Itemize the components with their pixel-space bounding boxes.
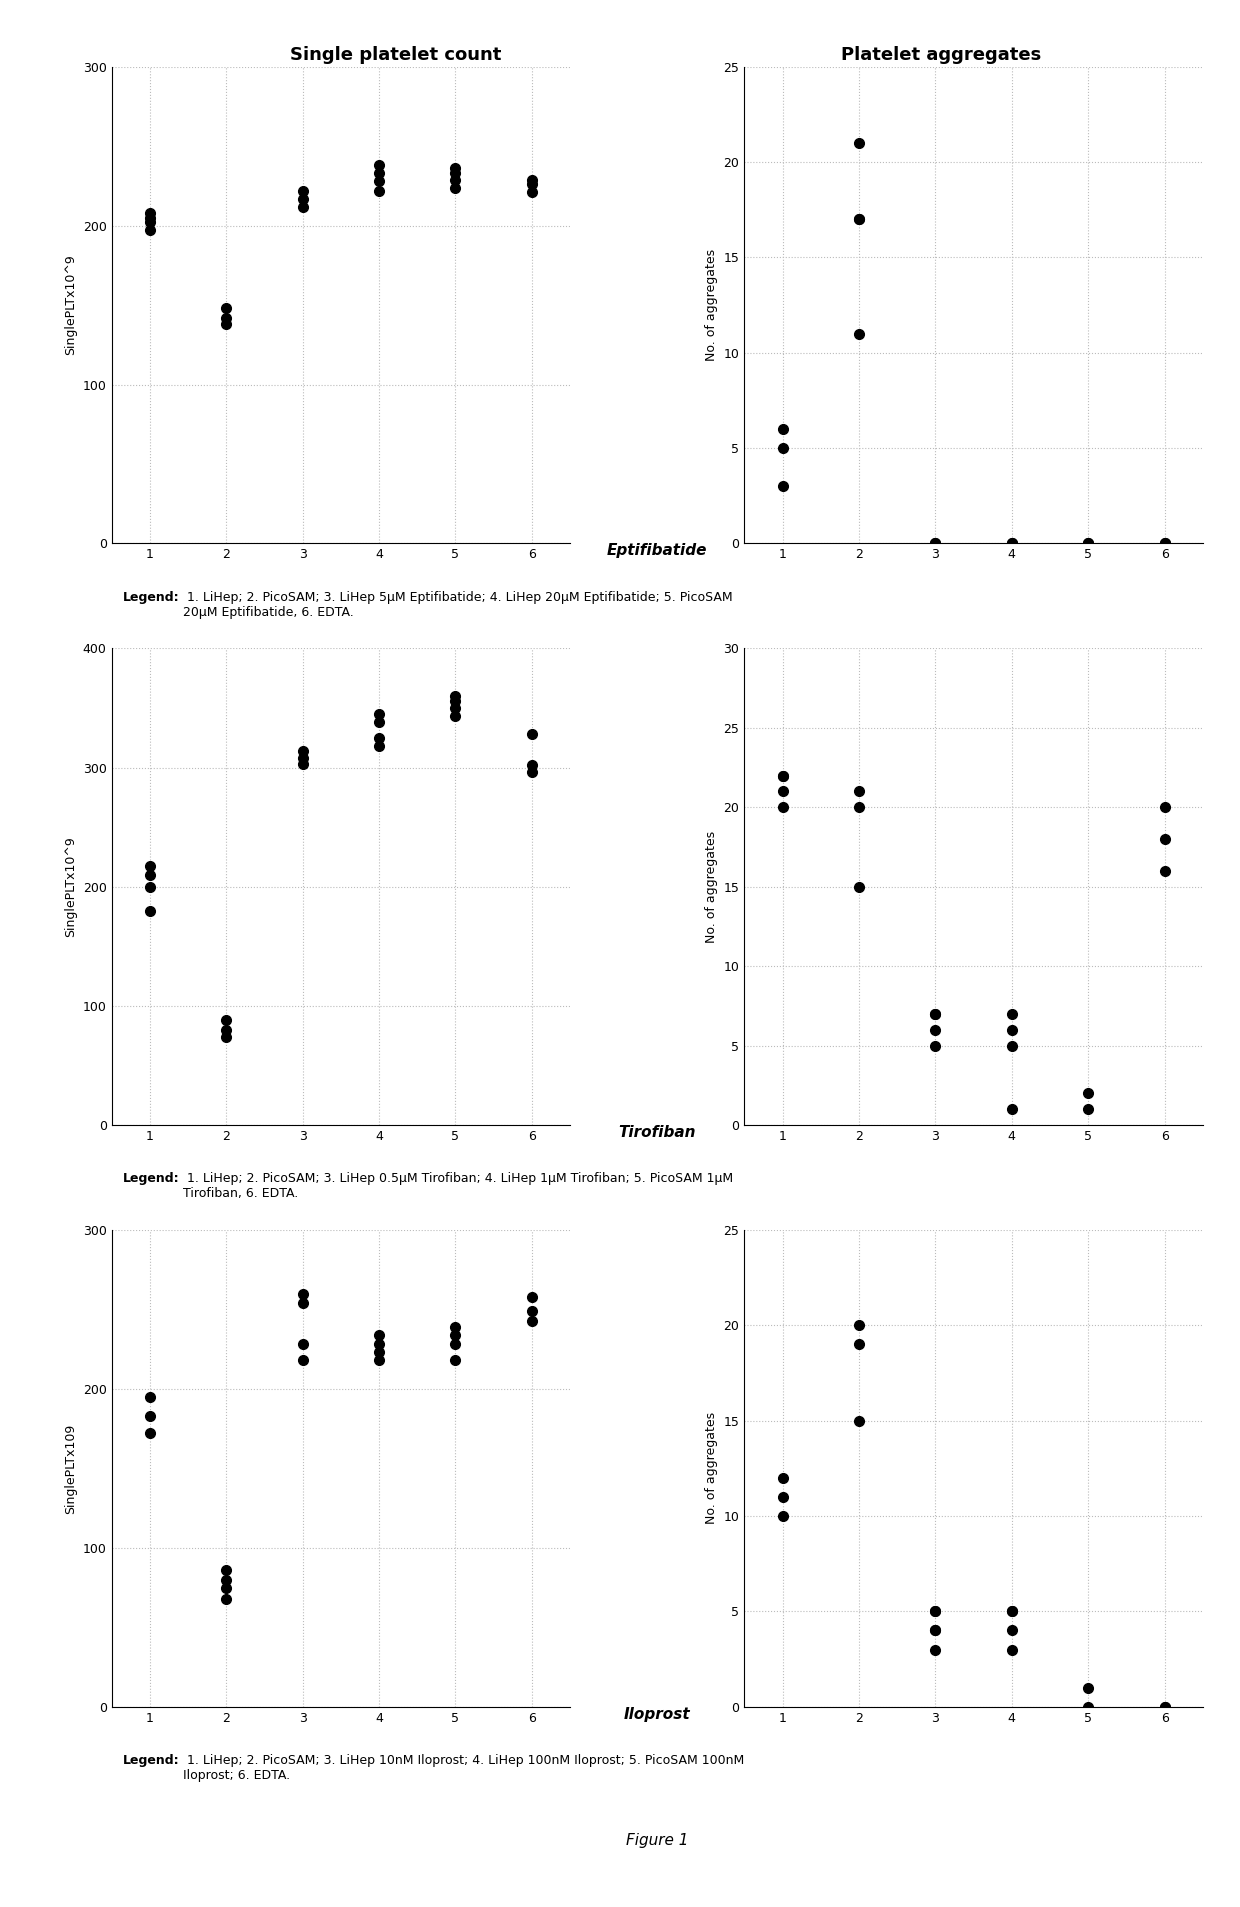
Y-axis label: No. of aggregates: No. of aggregates — [706, 1413, 718, 1524]
Text: 1. LiHep; 2. PicoSAM; 3. LiHep 10nM Iloprost; 4. LiHep 100nM Iloprost; 5. PicoSA: 1. LiHep; 2. PicoSAM; 3. LiHep 10nM Ilop… — [182, 1754, 744, 1781]
Text: Legend:: Legend: — [123, 1173, 179, 1186]
Text: Figure 1: Figure 1 — [626, 1833, 688, 1848]
Text: Eptifibatide: Eptifibatide — [606, 543, 708, 559]
Y-axis label: No. of aggregates: No. of aggregates — [706, 250, 718, 360]
Y-axis label: SinglePLTx10^9: SinglePLTx10^9 — [64, 837, 77, 936]
Text: 1. LiHep; 2. PicoSAM; 3. LiHep 0.5μM Tirofiban; 4. LiHep 1μM Tirofiban; 5. PicoS: 1. LiHep; 2. PicoSAM; 3. LiHep 0.5μM Tir… — [182, 1173, 733, 1200]
Y-axis label: SinglePLTx10^9: SinglePLTx10^9 — [64, 256, 77, 355]
Y-axis label: SinglePLTx109: SinglePLTx109 — [64, 1423, 77, 1514]
Text: 1. LiHep; 2. PicoSAM; 3. LiHep 5μM Eptifibatide; 4. LiHep 20μM Eptifibatide; 5. : 1. LiHep; 2. PicoSAM; 3. LiHep 5μM Eptif… — [182, 591, 732, 618]
Text: Single platelet count: Single platelet count — [290, 46, 501, 65]
Text: Platelet aggregates: Platelet aggregates — [841, 46, 1042, 65]
Y-axis label: No. of aggregates: No. of aggregates — [706, 831, 718, 942]
Text: Legend:: Legend: — [123, 591, 179, 605]
Text: Legend:: Legend: — [123, 1754, 179, 1768]
Text: Iloprost: Iloprost — [624, 1707, 691, 1722]
Text: Tirofiban: Tirofiban — [619, 1125, 696, 1140]
